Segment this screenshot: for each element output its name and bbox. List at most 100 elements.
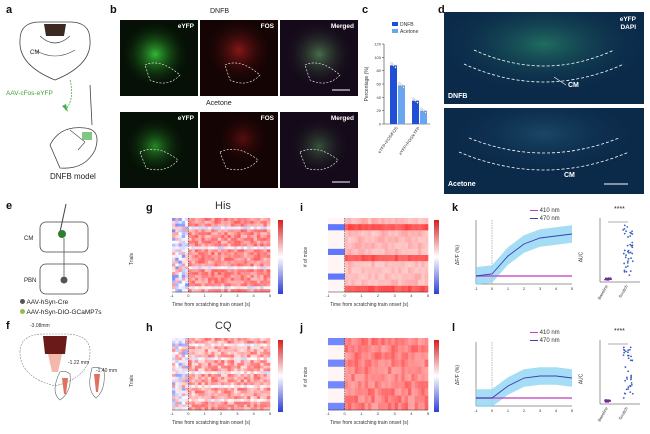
heat-g-cell [250,274,254,279]
scratch-point [627,370,630,373]
heat-i-cell [408,255,412,262]
heat-h-cell [198,379,202,383]
heat-i-cell [384,261,389,268]
heat-j-cell [391,366,395,375]
heat-g-cell [178,223,183,227]
heat-i-cell [371,279,375,287]
heat-h-cell [256,357,261,361]
heat-h-cell [217,338,222,342]
heat-g-cell [211,280,215,284]
heat-g-cell [250,266,254,270]
heat-g-cell [214,237,219,242]
heat-g-cell [198,272,202,276]
heat-j-cell [381,388,385,396]
x-tick-label: 3 [236,411,239,416]
heat-g-cell [211,266,215,270]
heat-h-cell [266,360,271,364]
heat-h-cell [227,343,232,347]
heat-g-cell [230,237,235,242]
heat-i-cell [391,279,395,287]
legend-label: DNFB [400,22,414,28]
heat-g-cell [237,286,241,290]
heatmap-j: -1 0 1 2 3 4 5 [326,338,430,416]
auc-chart-k: Baseline Scratch [596,218,640,300]
heat-g-cell [188,243,192,247]
heat-h-cell [211,360,215,364]
heat-i-cell [331,285,335,293]
heat-g-cell [214,226,219,230]
heat-h-cell [181,396,186,400]
heat-h-cell [243,379,248,383]
heat-h-cell [207,407,212,411]
heat-j-cell [371,359,375,368]
heat-h-cell [243,404,248,408]
heat-h-cell [175,379,179,383]
heat-i-cell [328,267,332,274]
bar [412,100,419,124]
heat-g-cell [172,269,176,273]
heat-j-cell [371,402,375,411]
heat-h-cell [191,343,196,347]
heat-g-cell [181,255,186,259]
heat-h-cell [260,360,264,364]
heat-h-cell [250,357,254,361]
heat-g-cell [194,263,199,267]
heat-h-cell [204,351,209,355]
heat-g-cell [224,249,228,253]
heat-j-cell [341,388,345,396]
heat-g-cell [181,269,186,273]
heat-g-cell [253,274,258,279]
heat-i-cell [338,255,342,262]
heat-g-cell [185,232,189,236]
heat-h-cell [194,376,199,380]
heat-j-cell [341,381,345,389]
heat-i-cell [354,279,359,287]
heat-j-cell [378,395,382,404]
heat-h-cell [194,396,199,400]
micro-d-tag2: DAPI [620,24,636,31]
heat-h-cell [217,351,222,355]
heat-h-cell [240,354,245,358]
heat-i-cell [414,273,419,280]
heat-h-cell [198,360,202,364]
heat-i-cell [421,279,425,287]
heat-j-cell [331,366,335,375]
heat-i-cell [404,248,409,256]
micro-d-tag1: eYFP [619,16,636,23]
heat-g-cell [217,218,222,222]
heat-g-cell [198,229,202,233]
heat-j-cell [328,338,332,346]
heat-i-cell [364,273,369,280]
heat-j-cell [408,402,412,411]
heat-h-cell [217,382,222,386]
heat-i-cell [328,248,332,256]
heat-i-cell [344,224,349,231]
heat-h-cell [256,368,261,372]
heat-j-cell [354,366,359,375]
scratch-point [630,383,633,386]
heat-j-cell [328,388,332,396]
heat-g-cell [250,249,254,253]
heat-i-cell [408,218,412,225]
heat-h-cell [250,360,254,364]
heat-g-cell [207,289,212,293]
heat-i-cell [401,236,405,243]
heat-g-cell [211,272,215,276]
heat-h-cell [185,385,189,389]
heat-h-cell [234,393,238,397]
x-tick-label: 1 [204,411,207,416]
heat-h-cell [263,346,268,350]
heat-i-cell [424,236,429,243]
heat-j-cell [354,352,359,360]
heat-i-cell [371,218,375,225]
heat-h-cell [253,362,258,366]
heat-i-cell [408,273,412,280]
heat-h-cell [227,357,232,361]
heat-g-cell [237,263,241,267]
heat-i-cell [391,230,395,237]
heat-g-cell [253,243,258,247]
heat-h-cell [253,346,258,350]
heat-g-cell [250,218,254,222]
heat-g-cell [224,255,228,259]
heat-j-cell [381,338,385,346]
